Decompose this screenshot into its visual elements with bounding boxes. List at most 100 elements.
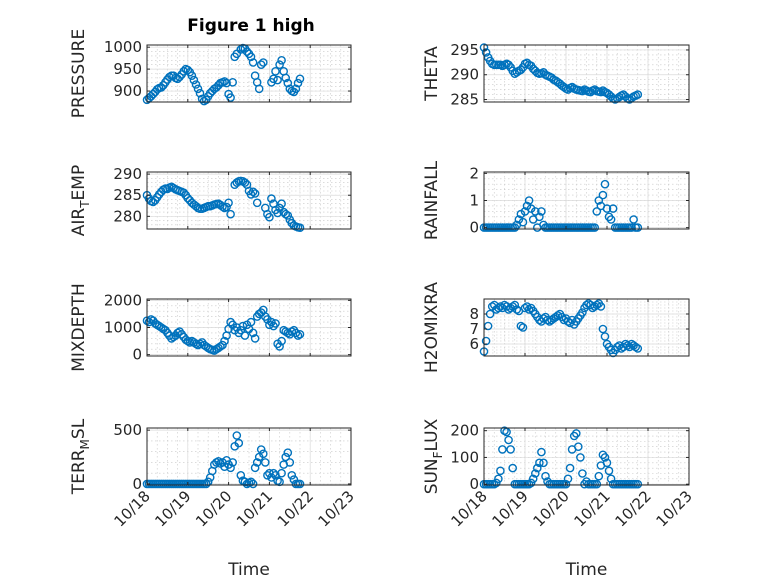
data-point	[258, 449, 268, 459]
x-tick-label: 10/20	[192, 487, 235, 530]
y-tick-label: 1	[469, 192, 479, 210]
data-point	[623, 341, 632, 350]
subplot-mixdepth: 0 1000 2000 MIXDEPTH	[69, 283, 352, 372]
y-axis-label: MIXDEPTH	[69, 283, 89, 372]
data-point	[537, 207, 546, 216]
data-point	[578, 469, 587, 478]
data-point	[273, 75, 282, 85]
data-point	[526, 478, 536, 488]
data-point	[489, 479, 499, 489]
data-point	[533, 463, 542, 473]
data-point	[498, 445, 507, 454]
axes-frame	[483, 427, 690, 486]
data-point	[481, 336, 491, 346]
data-point	[510, 300, 520, 310]
x-tick-label: 10/18	[448, 487, 491, 530]
data-point	[220, 77, 229, 86]
data-point	[269, 468, 278, 478]
data-point	[173, 328, 182, 338]
data-point	[240, 178, 250, 187]
axes-frame	[146, 171, 352, 230]
x-tick-label: 10/23	[315, 487, 358, 530]
data-point	[226, 209, 235, 219]
subplot-air_temp: 280 285 290 AIRTEMP	[69, 165, 352, 236]
data-point	[275, 60, 284, 69]
data-point	[563, 474, 573, 484]
data-point	[604, 466, 614, 476]
y-tick-label: 2	[469, 164, 479, 182]
data-point	[535, 458, 544, 468]
data-point	[531, 207, 540, 216]
y-axis-label: SUNFLUX	[422, 418, 445, 494]
data-point	[520, 303, 530, 313]
data-point	[512, 305, 522, 314]
data-point	[246, 317, 256, 327]
data-point	[258, 58, 268, 67]
x-tick-label: 10/20	[530, 487, 573, 530]
y-tick-label: 7	[469, 320, 479, 338]
data-point	[613, 342, 622, 352]
data-point	[216, 342, 225, 351]
data-point	[295, 479, 305, 489]
data-point	[256, 60, 266, 69]
y-axis-label: RAINFALL	[422, 160, 442, 240]
subplot-rainfall: 0 1 2 RAINFALL	[422, 160, 690, 240]
data-point	[226, 93, 235, 102]
subplot-h2omixra: 678 H2OMIXRA	[422, 282, 690, 373]
data-point	[496, 302, 505, 311]
y-axis-label: AIRTEMP	[69, 165, 92, 236]
y-axis-label: THETA	[422, 46, 442, 102]
data-point	[277, 56, 286, 65]
data-point	[567, 315, 577, 325]
data-point	[283, 78, 293, 88]
data-point	[516, 65, 526, 75]
data-point	[265, 212, 274, 222]
data-point	[240, 331, 250, 340]
subplot-terr_msl: 0 500 TERRMSL 10/1810/1910/2010/2110/2210/2…	[69, 418, 358, 580]
x-tick-label: 10/18	[111, 487, 154, 530]
data-point	[277, 336, 286, 346]
y-tick-label: 0	[132, 346, 142, 364]
figure-title: Figure 1 high	[187, 16, 315, 36]
data-point	[254, 84, 264, 94]
data-point	[234, 438, 244, 448]
data-point	[578, 308, 587, 317]
data-point	[633, 344, 643, 353]
data-point	[195, 88, 205, 98]
x-tick-label: 10/19	[151, 487, 194, 530]
data-point	[506, 445, 515, 454]
x-axis-label: Time	[227, 560, 270, 580]
x-tick-label: 10/21	[233, 487, 276, 530]
data-point	[524, 196, 534, 205]
y-tick-label: 200	[450, 422, 479, 440]
data-point	[183, 65, 193, 75]
data-point	[179, 188, 188, 197]
x-tick-label: 10/21	[571, 487, 614, 530]
data-point	[179, 67, 188, 76]
axes-frame	[483, 44, 690, 103]
y-axis-label: TERRMSL	[69, 418, 92, 495]
data-point	[236, 325, 246, 335]
y-tick-label: 950	[113, 60, 142, 78]
data-point	[183, 336, 193, 346]
data-point	[224, 198, 233, 208]
data-point	[594, 471, 604, 481]
data-point	[269, 74, 278, 84]
axes-frame	[146, 427, 352, 486]
data-point	[528, 474, 538, 484]
axes-frame	[146, 44, 352, 103]
data-point	[246, 190, 256, 199]
data-point	[481, 48, 491, 57]
data-point	[281, 73, 291, 83]
data-point	[598, 190, 608, 200]
data-point	[537, 447, 546, 457]
y-tick-label: 2000	[104, 291, 142, 309]
y-tick-label: 290	[113, 165, 142, 183]
data-point	[242, 47, 252, 56]
data-point	[569, 431, 579, 441]
y-tick-label: 6	[469, 335, 479, 353]
axes-frame	[483, 298, 690, 357]
y-tick-label: 295	[450, 41, 479, 59]
data-point	[260, 458, 270, 467]
